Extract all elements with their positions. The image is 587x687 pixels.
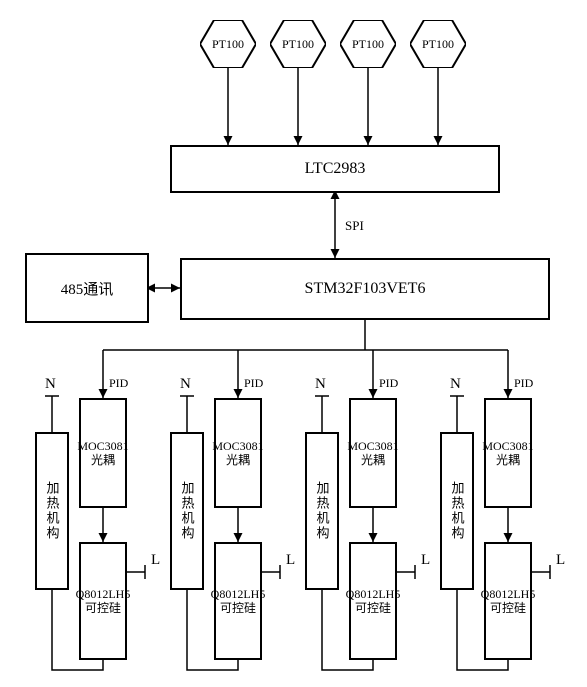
adc-block: LTC2983: [170, 145, 500, 193]
pid-label: PID: [514, 376, 533, 391]
triac-block: Q8012LH5可控硅: [214, 542, 262, 660]
heater-block: 加热机构: [440, 432, 474, 590]
heater-label: 加热机构: [448, 481, 467, 541]
n-terminal: N: [315, 376, 326, 393]
heater-block: 加热机构: [305, 432, 339, 590]
pid-label: PID: [109, 376, 128, 391]
n-terminal: N: [450, 376, 461, 393]
l-terminal: L: [151, 552, 160, 569]
l-terminal: L: [421, 552, 430, 569]
mcu-block: STM32F103VET6: [180, 258, 550, 320]
triac-block: Q8012LH5可控硅: [79, 542, 127, 660]
heater-label: 加热机构: [313, 481, 332, 541]
n-terminal: N: [45, 376, 56, 393]
sensor-label: PT100: [422, 37, 454, 52]
spi-label: SPI: [345, 218, 364, 234]
sensor-hex: PT100: [200, 20, 256, 68]
heater-block: 加热机构: [170, 432, 204, 590]
optocoupler-block: MOC3081光耦: [349, 398, 397, 508]
sensor-label: PT100: [212, 37, 244, 52]
pid-label: PID: [244, 376, 263, 391]
l-terminal: L: [556, 552, 565, 569]
sensor-hex: PT100: [340, 20, 396, 68]
optocoupler-block: MOC3081光耦: [214, 398, 262, 508]
heater-block: 加热机构: [35, 432, 69, 590]
heater-label: 加热机构: [43, 481, 62, 541]
optocoupler-block: MOC3081光耦: [79, 398, 127, 508]
comm-block: 485通讯: [25, 253, 149, 323]
l-terminal: L: [286, 552, 295, 569]
triac-block: Q8012LH5可控硅: [349, 542, 397, 660]
sensor-label: PT100: [352, 37, 384, 52]
n-terminal: N: [180, 376, 191, 393]
sensor-hex: PT100: [270, 20, 326, 68]
heater-label: 加热机构: [178, 481, 197, 541]
pid-label: PID: [379, 376, 398, 391]
sensor-hex: PT100: [410, 20, 466, 68]
sensor-label: PT100: [282, 37, 314, 52]
triac-block: Q8012LH5可控硅: [484, 542, 532, 660]
optocoupler-block: MOC3081光耦: [484, 398, 532, 508]
